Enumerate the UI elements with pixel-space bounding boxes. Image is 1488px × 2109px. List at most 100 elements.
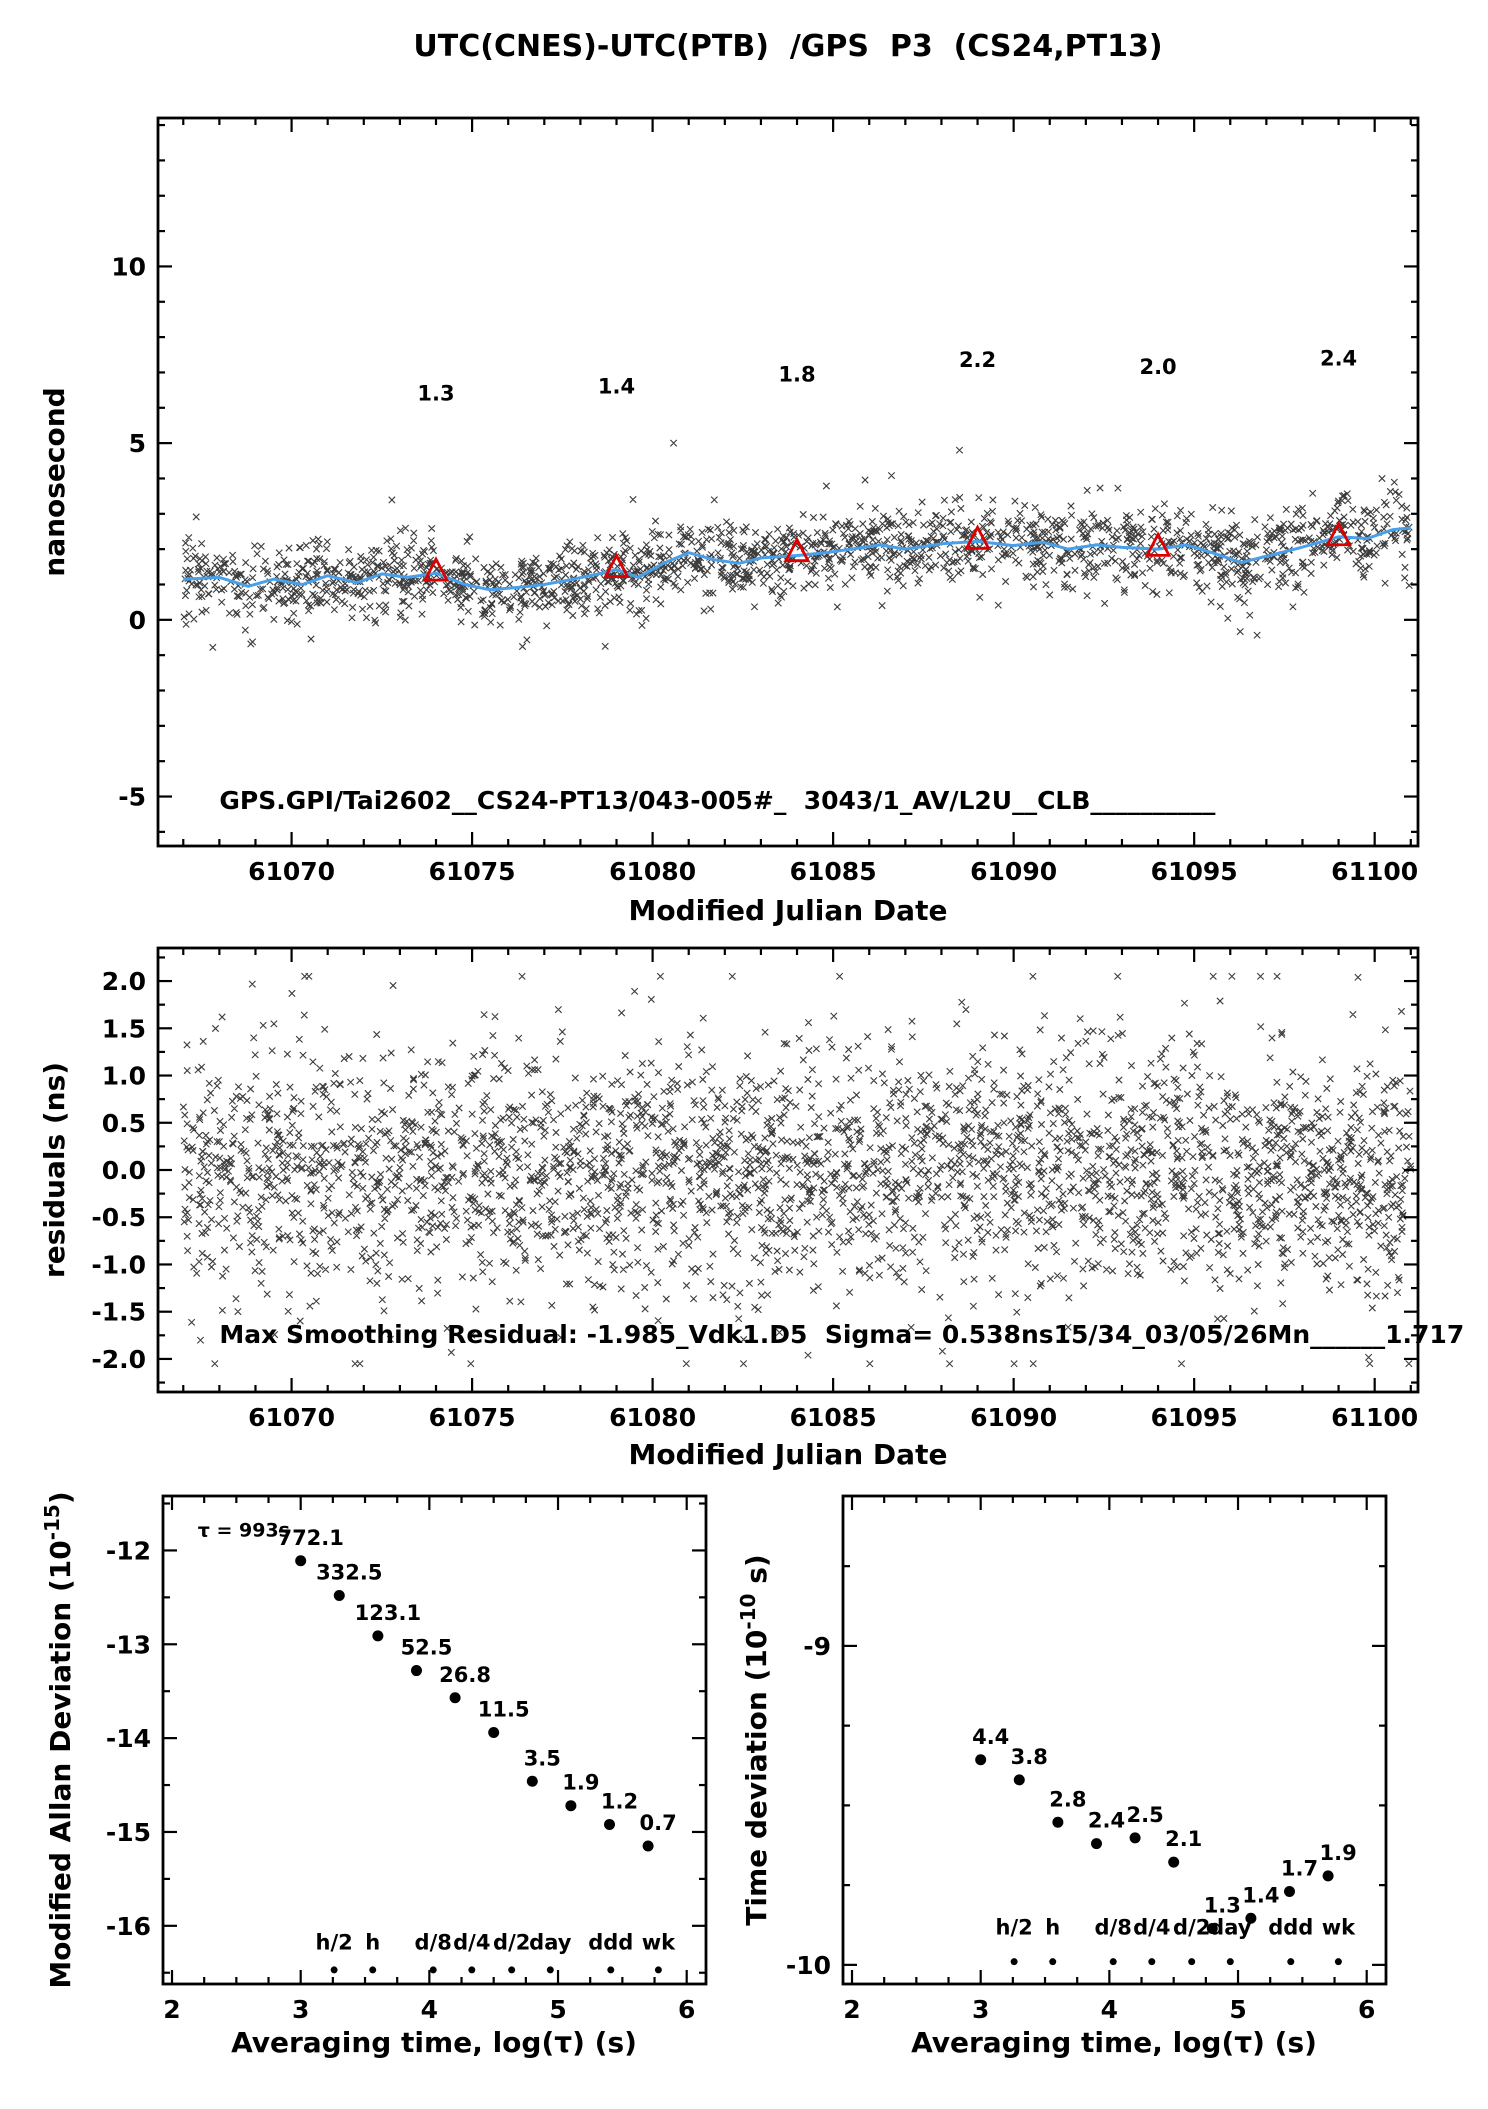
deviation-value-label: 3.8 [1011,1745,1048,1769]
deviation-value-label: 11.5 [478,1697,530,1721]
deviation-value-label: 1.7 [1281,1857,1318,1881]
deviation-value-label: 123.1 [355,1601,421,1625]
mdev-xlabel: Averaging time, log(τ) (s) [231,2026,637,2059]
deviation-data-point [488,1726,500,1738]
period-tick-dot [1188,1958,1196,1966]
x-tick-label: 6 [1358,1995,1375,2024]
tick-labels: 61070 61075 61080 61085 61090 61095 61100 -5 0 5 1… [111,252,1418,886]
y-tick-label: -1.5 [91,1298,146,1327]
period-tick-dot [1049,1958,1057,1966]
plot-frame [841,1494,1388,1986]
period-tick-dot [1109,1958,1117,1966]
period-tick-label: d/8 [415,1930,452,1954]
deviation-data-point [1129,1832,1141,1844]
x-tick-label: 3 [972,1995,989,2024]
x-tick-label: 6 [678,1995,695,2024]
x-tick-label: 61080 [609,1403,696,1432]
x-tick-label: 61095 [1151,1403,1238,1432]
y-tick-label: -2.0 [91,1345,146,1374]
period-tick-label: ddd [1268,1916,1313,1940]
period-tick-label: wk [1322,1916,1356,1940]
x-tick-label: 2 [843,1995,860,2024]
y-tick-label: 1.5 [102,1014,146,1043]
x-tick-label: 61100 [1331,857,1418,886]
period-tick-dot [330,1966,338,1974]
calibration-triangle-marker [964,524,991,550]
y-tick-label: -16 [106,1912,151,1941]
x-tick-label: 61095 [1151,857,1238,886]
y-tick-label: -5 [118,783,146,812]
deviation-data-point [372,1630,384,1642]
y-tick-label: -9 [803,1632,831,1661]
plot-frame [156,946,1420,1394]
deviation-value-label: 1.9 [1319,1841,1356,1865]
deviation-value-label: 2.1 [1165,1827,1202,1851]
x-tick-label: 61100 [1331,1403,1418,1432]
axis-ticks [843,1496,1386,1984]
deviation-data-point [410,1665,422,1677]
x-tick-label: 61085 [790,1403,877,1432]
x-tick-label: 5 [549,1995,566,2024]
y-tick-label: 2.0 [102,967,146,996]
panel-annotation: τ = 993s [198,1519,290,1541]
deviation-value-label: 1.3 [1204,1894,1241,1918]
period-tick-label: h/2 [316,1930,353,1954]
deviation-value-label: 2.5 [1126,1803,1163,1827]
period-tick-label: d/2 [1173,1916,1210,1940]
panel-annotation: GPS.GPI/Tai2602__CS24-PT13/043-005#_ 304… [219,786,1216,815]
y-tick-label: -14 [106,1724,151,1753]
plot-frame [161,1494,708,1986]
x-tick-label: 61085 [790,857,877,886]
tdev-xlabel: Averaging time, log(τ) (s) [911,2026,1317,2059]
tdev-plot: 4.43.82.82.4 2.52.1 1.3 1.41.71.9 h/2 h d/8 d/4… [786,1494,1388,2024]
y-tick-label: -13 [106,1630,151,1659]
y-tick-label: 1.0 [102,1062,146,1091]
deviation-data-point [642,1840,654,1852]
period-tick-label: h [1045,1916,1060,1940]
period-tick-dot [1287,1958,1295,1966]
deviation-data-point [1052,1816,1064,1828]
deviation-data-point [975,1754,987,1766]
deviation-value-label: 1.9 [562,1771,599,1795]
period-tick-dot [546,1966,554,1974]
y-tick-label: 0 [129,606,146,635]
calibration-triangle-marker [783,536,811,563]
deviation-data-point [565,1800,577,1812]
period-tick-dot [607,1966,615,1974]
axis-ticks [163,1496,706,1984]
calibration-value-label: 1.8 [778,362,815,386]
deviation-data-point [333,1589,345,1601]
period-tick-dot [468,1966,476,1974]
deviation-data-point [1322,1870,1334,1882]
period-tick-label: d/2 [493,1930,530,1954]
deviation-value-label: 1.4 [1242,1883,1279,1907]
x-tick-label: 61080 [609,857,696,886]
deviation-data-point [295,1555,307,1567]
x-tick-label: 4 [421,1995,438,2024]
deviation-data-point [1206,1923,1218,1935]
x-tick-label: 3 [292,1995,309,2024]
period-tick-label: d/4 [453,1930,490,1954]
y-tick-label: -15 [106,1818,151,1847]
y-tick-label: 0.0 [102,1156,146,1185]
period-tick-dot [429,1966,437,1974]
deviation-value-label: 2.8 [1049,1787,1086,1811]
y-tick-label: -0.5 [91,1203,146,1232]
deviation-data-point [1013,1774,1025,1786]
calibration-value-label: 2.4 [1320,346,1357,370]
figure-title: UTC(CNES)-UTC(PTB) /GPS P3 (CS24,PT13) [413,29,1162,64]
deviation-data-point [1168,1856,1180,1868]
tdev-ylabel: Time deviation (10-10 s) [736,1554,773,1925]
phase-ylabel: nanosecond [38,387,71,576]
axis-ticks [158,118,1418,846]
deviation-value-label: 52.5 [401,1636,453,1660]
y-tick-label: -12 [106,1536,151,1565]
period-tick-label: day [1209,1916,1252,1940]
period-tick-dot [1148,1958,1156,1966]
tick-labels: 61070 61075 61080 61085 61090 61095 61100 2.0 1.… [91,967,1418,1432]
x-tick-label: 61070 [248,857,335,886]
x-tick-label: 61075 [429,857,516,886]
residuals-plot: Max Smoothing Residual: -1.985_Vdk1.D5 S… [91,946,1464,1432]
